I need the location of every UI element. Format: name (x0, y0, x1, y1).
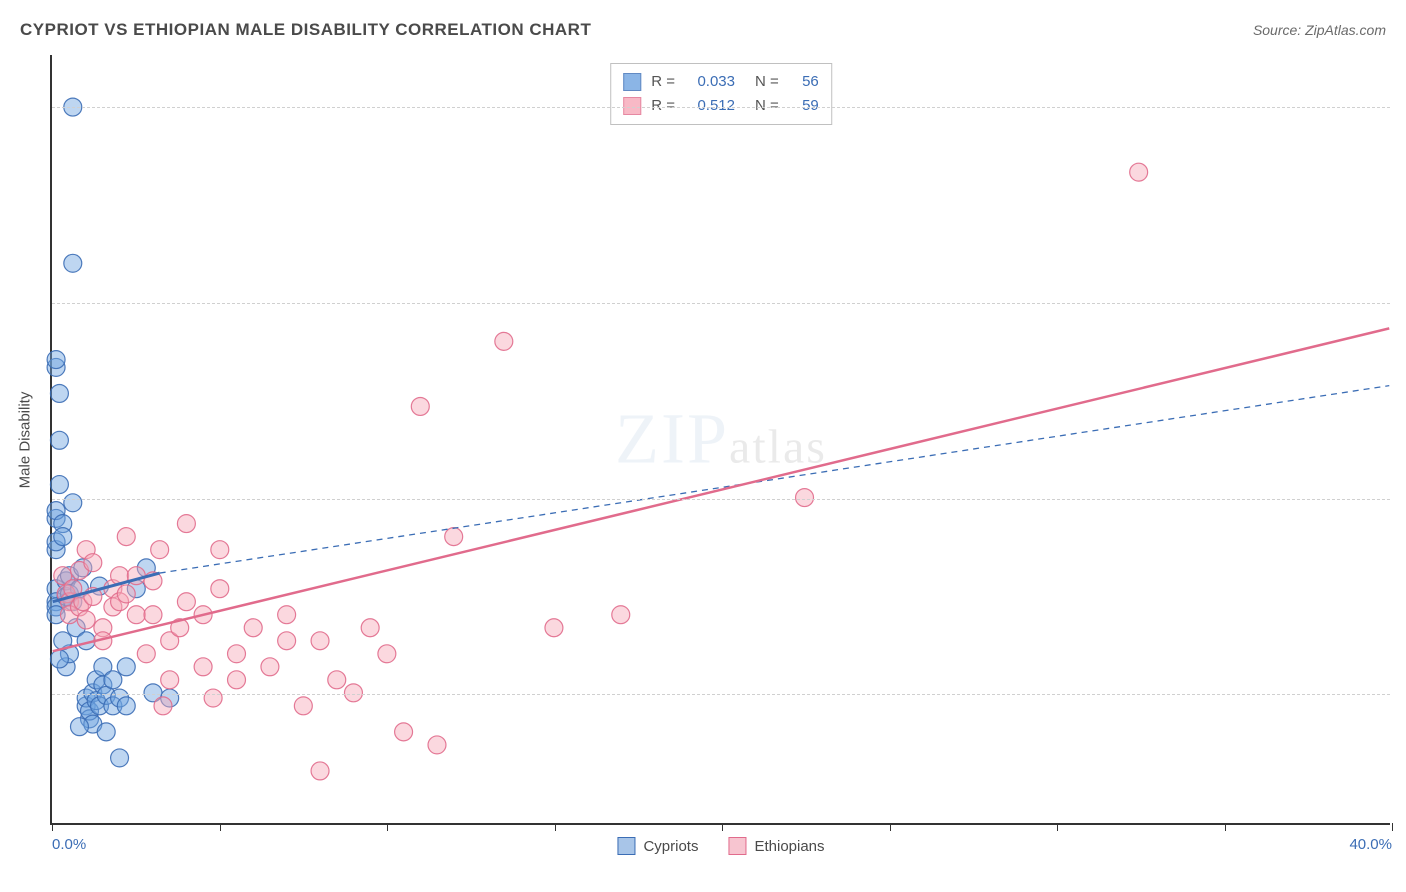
stat-n-label: N = (755, 94, 779, 118)
data-point (151, 541, 169, 559)
stat-r-value: 0.033 (685, 70, 735, 94)
source-label: Source: ZipAtlas.com (1253, 22, 1386, 38)
data-point (177, 515, 195, 533)
legend-label: Ethiopians (754, 838, 824, 855)
data-point (545, 619, 563, 637)
data-point (411, 397, 429, 415)
scatter-plot-svg (52, 55, 1390, 823)
data-point (117, 528, 135, 546)
plot-area: ZIPatlas R =0.033N =56R =0.512N =59 Cypr… (50, 55, 1390, 825)
stat-r-label: R = (651, 70, 675, 94)
stat-n-value: 56 (789, 70, 819, 94)
data-point (445, 528, 463, 546)
data-point (278, 606, 296, 624)
legend-series: Cypriots Ethiopians (617, 837, 824, 855)
trend-line-dash (160, 386, 1390, 573)
legend-swatch (623, 73, 641, 91)
data-point (50, 384, 68, 402)
data-point (428, 736, 446, 754)
data-point (361, 619, 379, 637)
data-point (117, 585, 135, 603)
data-point (137, 645, 155, 663)
data-point (97, 723, 115, 741)
y-tick-label: 30.0% (1400, 99, 1406, 116)
x-tick (722, 823, 723, 831)
grid-line (52, 499, 1390, 500)
legend-stats: R = 0.033 N = 56 R = 0.512 N = 59 (610, 63, 832, 125)
trend-line (53, 328, 1390, 651)
data-point (194, 658, 212, 676)
data-point (50, 650, 68, 668)
data-point (47, 351, 65, 369)
data-point (228, 645, 246, 663)
x-tick (1392, 823, 1393, 831)
x-tick (1057, 823, 1058, 831)
data-point (395, 723, 413, 741)
data-point (261, 658, 279, 676)
y-tick-label: 15.0% (1400, 490, 1406, 507)
data-point (54, 528, 72, 546)
data-point (204, 689, 222, 707)
data-point (378, 645, 396, 663)
grid-line (52, 107, 1390, 108)
legend-label: Cypriots (643, 838, 698, 855)
data-point (311, 632, 329, 650)
data-point (84, 554, 102, 572)
stat-n-label: N = (755, 70, 779, 94)
x-tick-label: 40.0% (1349, 836, 1392, 853)
stat-n-value: 59 (789, 94, 819, 118)
data-point (50, 476, 68, 494)
data-point (344, 684, 362, 702)
grid-line (52, 694, 1390, 695)
data-point (64, 254, 82, 272)
data-point (612, 606, 630, 624)
data-point (211, 580, 229, 598)
x-tick (890, 823, 891, 831)
data-point (144, 606, 162, 624)
x-tick (52, 823, 53, 831)
legend-swatch (623, 97, 641, 115)
legend-item: Ethiopians (728, 837, 824, 855)
data-point (294, 697, 312, 715)
legend-swatch (617, 837, 635, 855)
data-point (495, 332, 513, 350)
x-tick-label: 0.0% (52, 836, 86, 853)
data-point (161, 671, 179, 689)
data-point (154, 697, 172, 715)
data-point (50, 431, 68, 449)
x-tick (1225, 823, 1226, 831)
x-tick (555, 823, 556, 831)
y-tick-label: 7.5% (1400, 686, 1406, 703)
data-point (328, 671, 346, 689)
x-tick (387, 823, 388, 831)
grid-line (52, 303, 1390, 304)
data-point (104, 671, 122, 689)
data-point (796, 489, 814, 507)
legend-stat-row: R = 0.033 N = 56 (623, 70, 819, 94)
data-point (211, 541, 229, 559)
data-point (1130, 163, 1148, 181)
data-point (117, 697, 135, 715)
data-point (70, 718, 88, 736)
data-point (77, 611, 95, 629)
chart-title: CYPRIOT VS ETHIOPIAN MALE DISABILITY COR… (20, 20, 591, 40)
data-point (111, 749, 129, 767)
data-point (228, 671, 246, 689)
legend-stat-row: R = 0.512 N = 59 (623, 94, 819, 118)
data-point (278, 632, 296, 650)
stat-r-label: R = (651, 94, 675, 118)
data-point (311, 762, 329, 780)
data-point (117, 658, 135, 676)
y-axis-label: Male Disability (17, 392, 34, 489)
legend-item: Cypriots (617, 837, 698, 855)
data-point (127, 606, 145, 624)
data-point (177, 593, 195, 611)
legend-swatch (728, 837, 746, 855)
data-point (244, 619, 262, 637)
y-tick-label: 22.5% (1400, 294, 1406, 311)
stat-r-value: 0.512 (685, 94, 735, 118)
x-tick (220, 823, 221, 831)
data-point (64, 494, 82, 512)
